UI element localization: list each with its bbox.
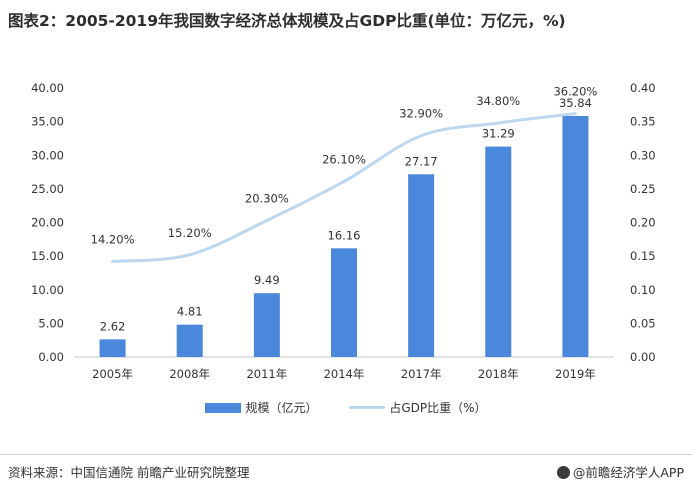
line-value-label: 32.90% — [399, 107, 443, 121]
legend: 规模（亿元） 占GDP比重（%） — [0, 399, 692, 416]
bar-value-label: 35.84 — [559, 96, 592, 110]
legend-swatch-line — [349, 406, 386, 409]
x-tick-label: 2014年 — [324, 367, 365, 381]
y-right-tick-label: 0.05 — [630, 316, 656, 330]
y-right-tick-label: 0.35 — [630, 115, 656, 129]
y-right-tick-label: 0.20 — [630, 216, 656, 230]
line-value-label: 15.20% — [168, 226, 212, 240]
y-right-tick-label: 0.40 — [630, 81, 656, 95]
bar — [485, 146, 512, 357]
brand: @前瞻经济学人APP — [556, 462, 684, 481]
footer-divider — [0, 454, 692, 455]
y-left-tick-label: 25.00 — [31, 182, 64, 196]
bar-value-label: 4.81 — [177, 305, 203, 319]
x-tick-label: 2018年 — [478, 367, 519, 381]
y-left-tick-label: 20.00 — [31, 216, 64, 230]
x-tick-label: 2008年 — [169, 367, 210, 381]
x-tick-label: 2011年 — [246, 367, 287, 381]
y-right-tick-label: 0.25 — [630, 182, 656, 196]
bar-value-label: 2.62 — [100, 319, 126, 333]
y-right-tick-label: 0.15 — [630, 249, 656, 263]
y-left-tick-label: 35.00 — [31, 115, 64, 129]
x-tick-label: 2005年 — [92, 367, 133, 381]
line-value-label: 26.10% — [322, 152, 366, 166]
y-left-tick-label: 30.00 — [31, 148, 64, 162]
bar-value-label: 31.29 — [482, 127, 515, 141]
series-line — [111, 112, 577, 264]
x-tick-label: 2019年 — [555, 367, 596, 381]
bar — [331, 248, 357, 357]
y-left-tick-label: 15.00 — [31, 249, 64, 263]
bar — [562, 115, 589, 357]
legend-label-bar: 规模（亿元） — [245, 401, 318, 415]
line-value-label: 34.80% — [476, 94, 520, 108]
line-value-label: 20.30% — [245, 191, 289, 205]
chart: 0.00 5.00 10.00 15.00 20.00 25.00 30.00 35.00 40… — [31, 81, 656, 381]
bar-value-label: 27.17 — [405, 154, 438, 168]
bar — [408, 174, 435, 357]
legend-item-line: 占GDP比重（%） — [349, 399, 487, 416]
bar — [99, 339, 126, 357]
bar-value-label: 16.16 — [328, 228, 361, 242]
bar — [253, 293, 280, 357]
x-tick-label: 2017年 — [401, 367, 442, 381]
y-left-tick-label: 0.00 — [38, 350, 64, 364]
line-value-label: 14.20% — [91, 233, 135, 247]
brand-logo-icon — [556, 466, 570, 479]
line-value-label: 36.20% — [553, 85, 597, 99]
y-right-tick-label: 0.10 — [630, 283, 656, 297]
legend-swatch-bar — [205, 403, 242, 413]
bar — [176, 324, 203, 357]
legend-label-line: 占GDP比重（%） — [389, 401, 487, 415]
legend-item-bar: 规模（亿元） — [205, 399, 318, 416]
bar-value-label: 9.49 — [254, 273, 280, 287]
y-left-tick-label: 10.00 — [31, 283, 64, 297]
y-right-tick-label: 0.30 — [630, 148, 656, 162]
y-left-tick-label: 40.00 — [31, 81, 64, 95]
chart-title: 图表2：2005-2019年我国数字经济总体规模及占GDP比重(单位：万亿元，%… — [8, 12, 566, 30]
y-left-tick-label: 5.00 — [38, 316, 64, 330]
y-right-tick-label: 0.00 — [630, 350, 656, 364]
source-note: 资料来源：中国信通院 前瞻产业研究院整理 — [8, 465, 250, 480]
brand-label: @前瞻经济学人APP — [572, 465, 684, 480]
